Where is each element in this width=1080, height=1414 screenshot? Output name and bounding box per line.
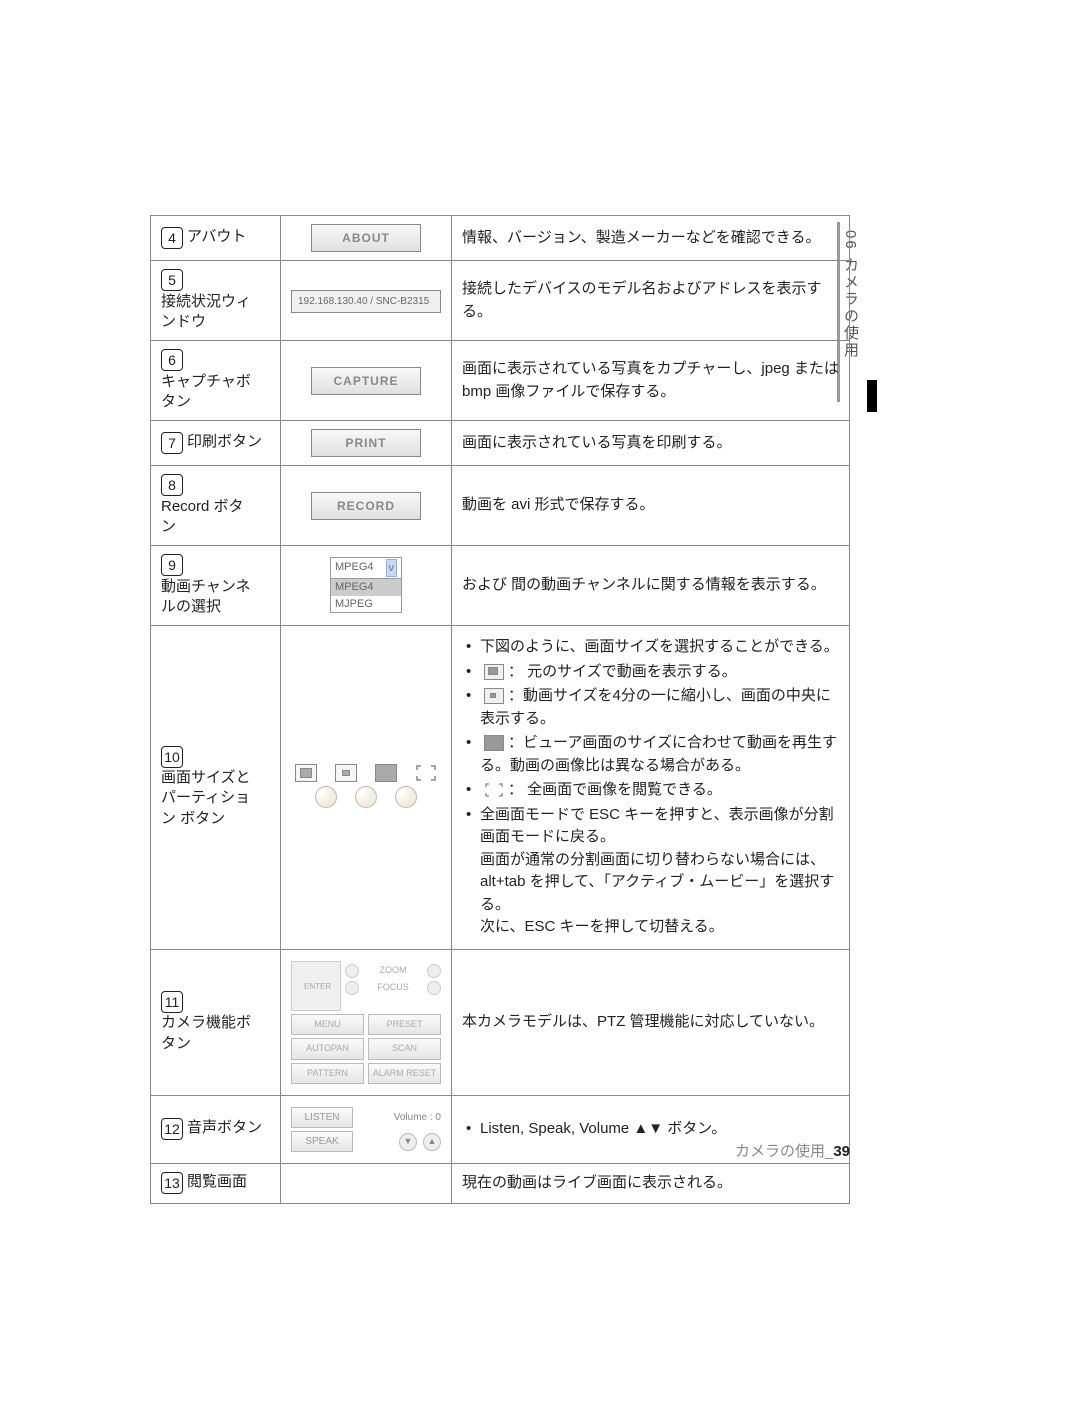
description-text: 画面に表示されている写真を印刷する。 xyxy=(462,434,732,451)
row-label: 接続状況ウィンドウ xyxy=(161,292,256,333)
reference-table-container: 4アバウト ABOUT 情報、バージョン、製造メーカーなどを確認できる。 5接続… xyxy=(150,215,850,1204)
row-number: 7 xyxy=(161,432,183,454)
address-display: 192.168.130.40 / SNC-B2315 xyxy=(291,290,441,313)
row-label: キャプチャボタン xyxy=(161,372,256,413)
row-number: 10 xyxy=(161,746,183,768)
row-desc-cell: 動画を avi 形式で保存する。 xyxy=(452,466,850,546)
row-label-cell: 10画面サイズとパーティション ボタン xyxy=(151,626,281,950)
row-label-cell: 11カメラ機能ボタン xyxy=(151,949,281,1096)
reference-table: 4アバウト ABOUT 情報、バージョン、製造メーカーなどを確認できる。 5接続… xyxy=(150,215,850,1204)
ui-button-print: PRINT xyxy=(311,429,421,457)
row-label-cell: 6キャプチャボタン xyxy=(151,341,281,421)
description-text: 現在の動画はライブ画面に表示される。 xyxy=(462,1174,732,1191)
row-icon-cell: PRINT xyxy=(281,421,452,466)
row-icon-cell: 192.168.130.40 / SNC-B2315 xyxy=(281,261,452,341)
row-number: 6 xyxy=(161,349,183,371)
row-number: 9 xyxy=(161,554,183,576)
row-desc-cell: 下図のように、画面サイズを選択することができる。 ： 元のサイズで動画を表示する… xyxy=(452,626,850,950)
row-icon-cell: MPEG4v MPEG4MJPEG xyxy=(281,546,452,626)
row-desc-cell: 画面に表示されている写真をカプチャーし、jpeg または bmp 画像ファイルで… xyxy=(452,341,850,421)
description-text: および 間の動画チャンネルに関する情報を表示する。 xyxy=(462,576,826,593)
audio-description-list: Listen, Speak, Volume ▲▼ ボタン。 xyxy=(462,1118,839,1141)
table-row: 7印刷ボタン PRINT 画面に表示されている写真を印刷する。 xyxy=(151,421,850,466)
row-label-cell: 8Record ボタン xyxy=(151,466,281,546)
page-marker xyxy=(867,380,877,412)
description-text: 情報、バージョン、製造メーカーなどを確認できる。 xyxy=(462,229,821,246)
table-row: 10画面サイズとパーティション ボタン 下図のように、画面サイズを選択することが… xyxy=(151,626,850,950)
table-row: 13閲覧画面 現在の動画はライブ画面に表示される。 xyxy=(151,1164,850,1204)
ptz-control-panel: ENTER ZOOM FOCUS MENUPRESET AUTOPANSCAN … xyxy=(291,961,441,1085)
description-text: 動画を avi 形式で保存する。 xyxy=(462,496,655,513)
ui-button-about: ABOUT xyxy=(311,224,421,252)
row-icon-cell: CAPTURE xyxy=(281,341,452,421)
page-footer: カメラの使用_39 xyxy=(150,1140,850,1161)
description-text: 接続したデバイスのモデル名およびアドレスを表示する。 xyxy=(462,280,822,320)
row-label: 動画チャンネルの選択 xyxy=(161,577,256,618)
row-desc-cell: 画面に表示されている写真を印刷する。 xyxy=(452,421,850,466)
row-icon-cell: ABOUT xyxy=(281,216,452,261)
row-number: 13 xyxy=(161,1172,183,1194)
row-label: Record ボタン xyxy=(161,497,256,538)
row-label-cell: 13閲覧画面 xyxy=(151,1164,281,1204)
table-row: 4アバウト ABOUT 情報、バージョン、製造メーカーなどを確認できる。 xyxy=(151,216,850,261)
row-label: 印刷ボタン xyxy=(187,432,262,452)
row-desc-cell: 現在の動画はライブ画面に表示される。 xyxy=(452,1164,850,1204)
row-label: 閲覧画面 xyxy=(187,1172,247,1192)
table-row: 9動画チャンネルの選択 MPEG4v MPEG4MJPEG および 間の動画チャ… xyxy=(151,546,850,626)
row-icon-cell: RECORD xyxy=(281,466,452,546)
size-description-list: 下図のように、画面サイズを選択することができる。 ： 元のサイズで動画を表示する… xyxy=(462,636,839,939)
table-row: 11カメラ機能ボタン ENTER ZOOM FOCUS MENUPRESET A… xyxy=(151,949,850,1096)
row-number: 4 xyxy=(161,227,183,249)
row-icon-cell xyxy=(281,1164,452,1204)
row-icon-cell xyxy=(281,626,452,950)
codec-dropdown: MPEG4v MPEG4MJPEG xyxy=(330,557,402,614)
row-label: アバウト xyxy=(187,227,246,247)
table-row: 6キャプチャボタン CAPTURE 画面に表示されている写真をカプチャーし、jp… xyxy=(151,341,850,421)
row-number: 12 xyxy=(161,1118,183,1140)
row-label: 画面サイズとパーティション ボタン xyxy=(161,768,256,829)
row-desc-cell: 本カメラモデルは、PTZ 管理機能に対応していない。 xyxy=(452,949,850,1096)
table-row: 8Record ボタン RECORD 動画を avi 形式で保存する。 xyxy=(151,466,850,546)
row-label-cell: 9動画チャンネルの選択 xyxy=(151,546,281,626)
row-desc-cell: および 間の動画チャンネルに関する情報を表示する。 xyxy=(452,546,850,626)
description-text: 画面に表示されている写真をカプチャーし、jpeg または bmp 画像ファイルで… xyxy=(462,360,839,400)
row-desc-cell: 接続したデバイスのモデル名およびアドレスを表示する。 xyxy=(452,261,850,341)
row-label-cell: 5接続状況ウィンドウ xyxy=(151,261,281,341)
row-number: 5 xyxy=(161,269,183,291)
row-number: 8 xyxy=(161,474,183,496)
row-label: カメラ機能ボタン xyxy=(161,1013,256,1054)
row-desc-cell: 情報、バージョン、製造メーカーなどを確認できる。 xyxy=(452,216,850,261)
row-label-cell: 7印刷ボタン xyxy=(151,421,281,466)
row-icon-cell: ENTER ZOOM FOCUS MENUPRESET AUTOPANSCAN … xyxy=(281,949,452,1096)
row-label: 音声ボタン xyxy=(187,1118,262,1138)
size-option-icons xyxy=(295,760,437,812)
ui-button-capture: CAPTURE xyxy=(311,367,421,395)
ui-button-record: RECORD xyxy=(311,492,421,520)
row-label-cell: 4アバウト xyxy=(151,216,281,261)
row-number: 11 xyxy=(161,991,183,1013)
description-text: 本カメラモデルは、PTZ 管理機能に対応していない。 xyxy=(462,1013,824,1030)
table-row: 5接続状況ウィンドウ 192.168.130.40 / SNC-B2315 接続… xyxy=(151,261,850,341)
